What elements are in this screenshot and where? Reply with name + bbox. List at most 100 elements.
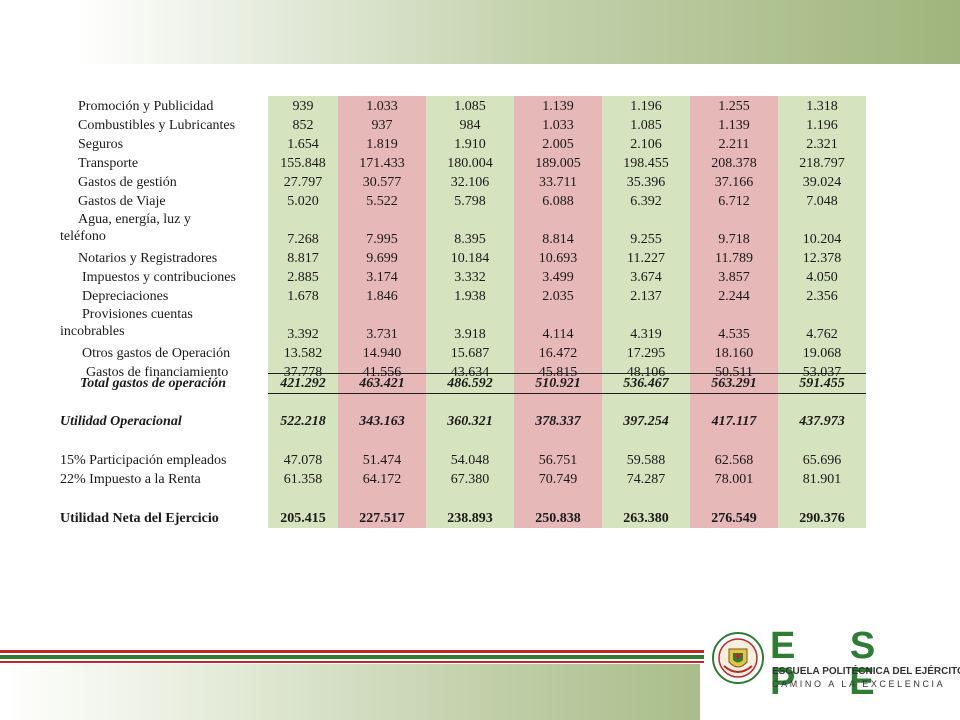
- cell: 180.004: [447, 156, 493, 171]
- cell: 6.088: [542, 194, 574, 209]
- cell: 50.511: [715, 365, 753, 380]
- cell: 421.292: [280, 376, 326, 391]
- cell: 522.218: [280, 414, 326, 429]
- cell: 2.137: [630, 289, 662, 304]
- row-utilidad-operacional: Utilidad Operacional 522.218 343.163 360…: [60, 412, 868, 431]
- cell: 397.254: [623, 414, 669, 429]
- row-label: 15% Participación empleados: [60, 453, 227, 468]
- column-2: [338, 96, 426, 528]
- cell: 10.693: [538, 251, 578, 266]
- cell: 81.901: [802, 472, 842, 487]
- cell: 227.517: [359, 511, 405, 526]
- cell: 218.797: [799, 156, 845, 171]
- cell: 3.499: [542, 270, 574, 285]
- cell: 18.160: [714, 346, 754, 361]
- cell: 208.378: [711, 156, 757, 171]
- row-gastos-viaje: Gastos de Viaje 5.020 5.522 5.798 6.088 …: [60, 192, 868, 211]
- cell: 9.718: [718, 232, 750, 247]
- cell: 852: [292, 118, 314, 133]
- cell: 263.380: [623, 511, 669, 526]
- row-provisiones: Provisiones cuentas incobrables 3.392 3.…: [60, 306, 868, 344]
- cell: 37.778: [283, 365, 323, 380]
- top-gradient-band: [0, 0, 960, 64]
- cell: 4.535: [718, 327, 750, 342]
- cell: 417.117: [711, 414, 757, 429]
- row-combustibles: Combustibles y Lubricantes 852 937 984 1…: [60, 116, 868, 135]
- cell: 536.467: [623, 376, 669, 391]
- row-label: Utilidad Operacional: [60, 414, 182, 429]
- cell: 6.392: [630, 194, 662, 209]
- cell: 155.848: [280, 156, 326, 171]
- cell: 510.921: [535, 376, 581, 391]
- row-label: Utilidad Neta del Ejercicio: [60, 511, 219, 526]
- cell: 3.731: [366, 327, 398, 342]
- cell: 1.654: [287, 137, 319, 152]
- cell: 1.139: [718, 118, 750, 133]
- cell: 8.395: [454, 232, 486, 247]
- cell: 5.798: [454, 194, 486, 209]
- cell: 250.838: [535, 511, 581, 526]
- cell: 74.287: [626, 472, 666, 487]
- cell: 8.817: [287, 251, 319, 266]
- row-financiamiento: Gastos de financiamiento 37.778 41.556 4…: [60, 363, 868, 382]
- cell: 343.163: [359, 414, 405, 429]
- cell: 4.050: [806, 270, 838, 285]
- cell: 4.762: [806, 327, 838, 342]
- cell: 9.255: [630, 232, 662, 247]
- cell: 7.048: [806, 194, 838, 209]
- row-impuestos: Impuestos y contribuciones 2.885 3.174 3…: [60, 268, 868, 287]
- bottom-gradient-band: [0, 664, 700, 720]
- row-transporte: Transporte 155.848 171.433 180.004 189.0…: [60, 154, 868, 173]
- row-label: Combustibles y Lubricantes: [78, 118, 236, 133]
- green-stripe: [0, 655, 704, 659]
- cell: 1.318: [806, 99, 838, 114]
- cell: 198.455: [623, 156, 669, 171]
- cell: 2.106: [630, 137, 662, 152]
- row-label: Promoción y Publicidad: [78, 99, 214, 114]
- cell: 13.582: [283, 346, 323, 361]
- cell: 2.321: [806, 137, 838, 152]
- cell: 1.910: [454, 137, 486, 152]
- cell: 1.819: [366, 137, 398, 152]
- row-label: Gastos de gestión: [78, 175, 177, 190]
- cell: 12.378: [802, 251, 842, 266]
- cell: 19.068: [802, 346, 842, 361]
- red-stripe: [0, 650, 704, 653]
- row-depreciaciones: Depreciaciones 1.678 1.846 1.938 2.035 2…: [60, 287, 868, 306]
- cell: 2.035: [542, 289, 574, 304]
- cell: 35.396: [626, 175, 666, 190]
- cell: 10.204: [802, 232, 842, 247]
- cell: 48.106: [626, 365, 666, 380]
- cell: 5.522: [366, 194, 398, 209]
- cell: 3.674: [630, 270, 662, 285]
- cell: 290.376: [799, 511, 845, 526]
- row-label: Otros gastos de Operación: [82, 346, 231, 361]
- cell: 2.885: [287, 270, 319, 285]
- cell: 3.392: [287, 327, 319, 342]
- cell: 360.321: [447, 414, 493, 429]
- column-1: [268, 96, 338, 528]
- cell: 189.005: [535, 156, 581, 171]
- cell: 33.711: [539, 175, 577, 190]
- row-seguros: Seguros 1.654 1.819 1.910 2.005 2.106 2.…: [60, 135, 868, 154]
- row-label: Gastos de Viaje: [78, 194, 166, 209]
- cell: 2.356: [806, 289, 838, 304]
- cell: 463.421: [359, 376, 405, 391]
- row-gastos-gestion: Gastos de gestión 27.797 30.577 32.106 3…: [60, 173, 868, 192]
- cell: 486.592: [447, 376, 493, 391]
- cell: 56.751: [538, 453, 578, 468]
- cell: 5.020: [287, 194, 319, 209]
- total-rule-bottom: [268, 393, 866, 394]
- row-label: Notarios y Registradores: [78, 251, 218, 266]
- row-label: Impuestos y contribuciones: [82, 270, 236, 285]
- red-stripe: [0, 661, 704, 663]
- cell: 15.687: [450, 346, 490, 361]
- total-rule-top: [268, 373, 866, 374]
- row-label: Agua, energía, luz y teléfono: [60, 212, 191, 244]
- column-6: [690, 96, 778, 528]
- row-label: Gastos de financiamiento: [86, 365, 229, 380]
- white-stripe: [0, 659, 704, 661]
- cell: 378.337: [535, 414, 581, 429]
- cell: 2.005: [542, 137, 574, 152]
- logo-subtitle: ESCUELA POLITÉCNICA DEL EJÉRCITO: [772, 666, 960, 677]
